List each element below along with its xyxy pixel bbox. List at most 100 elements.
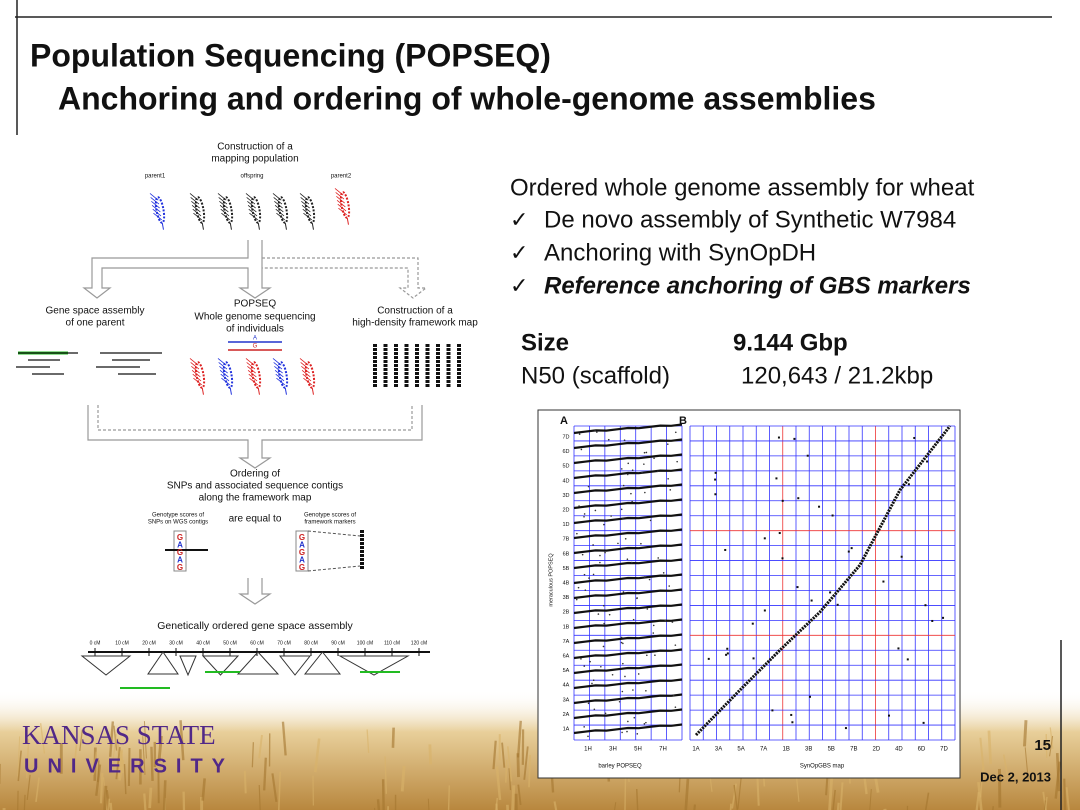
dot-trace [694, 425, 952, 737]
scatter-dot [622, 642, 624, 645]
scatter-dot [831, 514, 834, 517]
guide [307, 530, 361, 537]
wheat-stalk [179, 720, 185, 761]
scatter-dot [714, 493, 717, 496]
scale-label: 70 cM [277, 640, 291, 646]
wheat-stalk [1049, 735, 1054, 757]
scatter-dot [624, 537, 627, 540]
awn [247, 369, 257, 378]
wheat-stalk [1024, 747, 1029, 781]
awn [300, 362, 310, 370]
axis-label: 3D [562, 493, 569, 499]
figure [537, 409, 961, 779]
awn [190, 197, 200, 205]
text: A [253, 336, 257, 342]
scatter-dot [644, 491, 646, 494]
scatter-dot [668, 585, 671, 587]
axis-label: 3H [609, 747, 617, 753]
diagram-label: Gene space assembly [46, 306, 145, 317]
axis-label: 5D [562, 464, 569, 470]
wheat-stalk [495, 766, 502, 801]
base-box [295, 530, 309, 572]
scatter-dot [600, 665, 602, 668]
axis-label: 1A [692, 747, 699, 753]
scatter-dot [897, 647, 900, 650]
wheat-stalk [366, 729, 370, 754]
spike-body [304, 196, 316, 224]
axis-label: 6D [918, 747, 926, 753]
dot-trace [573, 603, 683, 615]
wheat-stalk [635, 788, 639, 810]
scatter-dot [652, 632, 655, 634]
base: G [299, 548, 305, 557]
awn [273, 362, 283, 370]
scatter-dot [620, 641, 623, 644]
dot-trace [573, 723, 683, 735]
wheat-stalk [501, 742, 506, 768]
wheat-stalk [182, 791, 186, 810]
awn [191, 369, 201, 378]
wheat-stalk [109, 802, 113, 810]
axis-label: 5B [828, 747, 835, 753]
awn [275, 373, 285, 382]
scatter-dot [793, 437, 796, 440]
figure-frame [537, 409, 961, 779]
scatter-dot [581, 553, 584, 556]
dot-trace [573, 573, 683, 585]
awn [217, 193, 227, 201]
scale-label: 50 cM [223, 640, 237, 646]
dot-trace [573, 468, 683, 480]
diagram [16, 188, 461, 689]
scatter-dot [622, 484, 625, 487]
wheat-stalk [263, 757, 267, 791]
spike-body [277, 196, 289, 224]
awn [301, 369, 311, 378]
bullet-item: Anchoring with SynOpDH [544, 239, 816, 266]
flow-arrow [87, 405, 423, 469]
stem [311, 222, 314, 230]
wheat-stalk [391, 727, 395, 748]
scatter-dot [752, 657, 755, 660]
scatter-dot [621, 731, 623, 734]
wheat-stalk [162, 780, 167, 810]
wheat-stalk [73, 739, 78, 771]
scatter-dot [584, 589, 587, 591]
scatter-dot [707, 657, 710, 660]
wheat-stalk [737, 773, 743, 810]
wheat-stalk [387, 806, 389, 810]
axis-label: 7B [563, 537, 570, 543]
wheat-stalk [495, 803, 498, 810]
scatter-dot [818, 505, 821, 508]
scale-label: 100 cM [357, 640, 373, 646]
scatter-dot [652, 624, 655, 627]
scatter-dot [645, 721, 647, 724]
scatter-dot [662, 572, 665, 574]
scatter-dot [624, 675, 626, 678]
base: G [299, 533, 305, 542]
wheat-stalk [839, 782, 844, 810]
wheat-stalk [127, 747, 131, 786]
scatter-dot [657, 470, 659, 473]
stem [229, 222, 232, 230]
wheat-stalk [516, 753, 520, 778]
wheat-stalk [614, 802, 617, 810]
awn [336, 196, 345, 204]
scatter-dot [672, 694, 675, 697]
scatter-dot [829, 591, 832, 594]
scatter-dot [907, 483, 910, 486]
awn [248, 208, 258, 217]
spike-body [250, 196, 262, 224]
dot-trace [573, 708, 683, 720]
awn [335, 192, 345, 200]
scatter-dot [714, 478, 717, 481]
axis-label: 1A [563, 726, 570, 732]
stem [257, 387, 260, 395]
axis-label: 6A [563, 653, 570, 659]
awn [246, 362, 256, 370]
dot-trace [573, 543, 683, 555]
wheat-stalk [1045, 734, 1048, 758]
wheat-stalk [836, 802, 840, 810]
scatter-dot [611, 673, 614, 676]
scale-label: 90 cM [331, 640, 345, 646]
